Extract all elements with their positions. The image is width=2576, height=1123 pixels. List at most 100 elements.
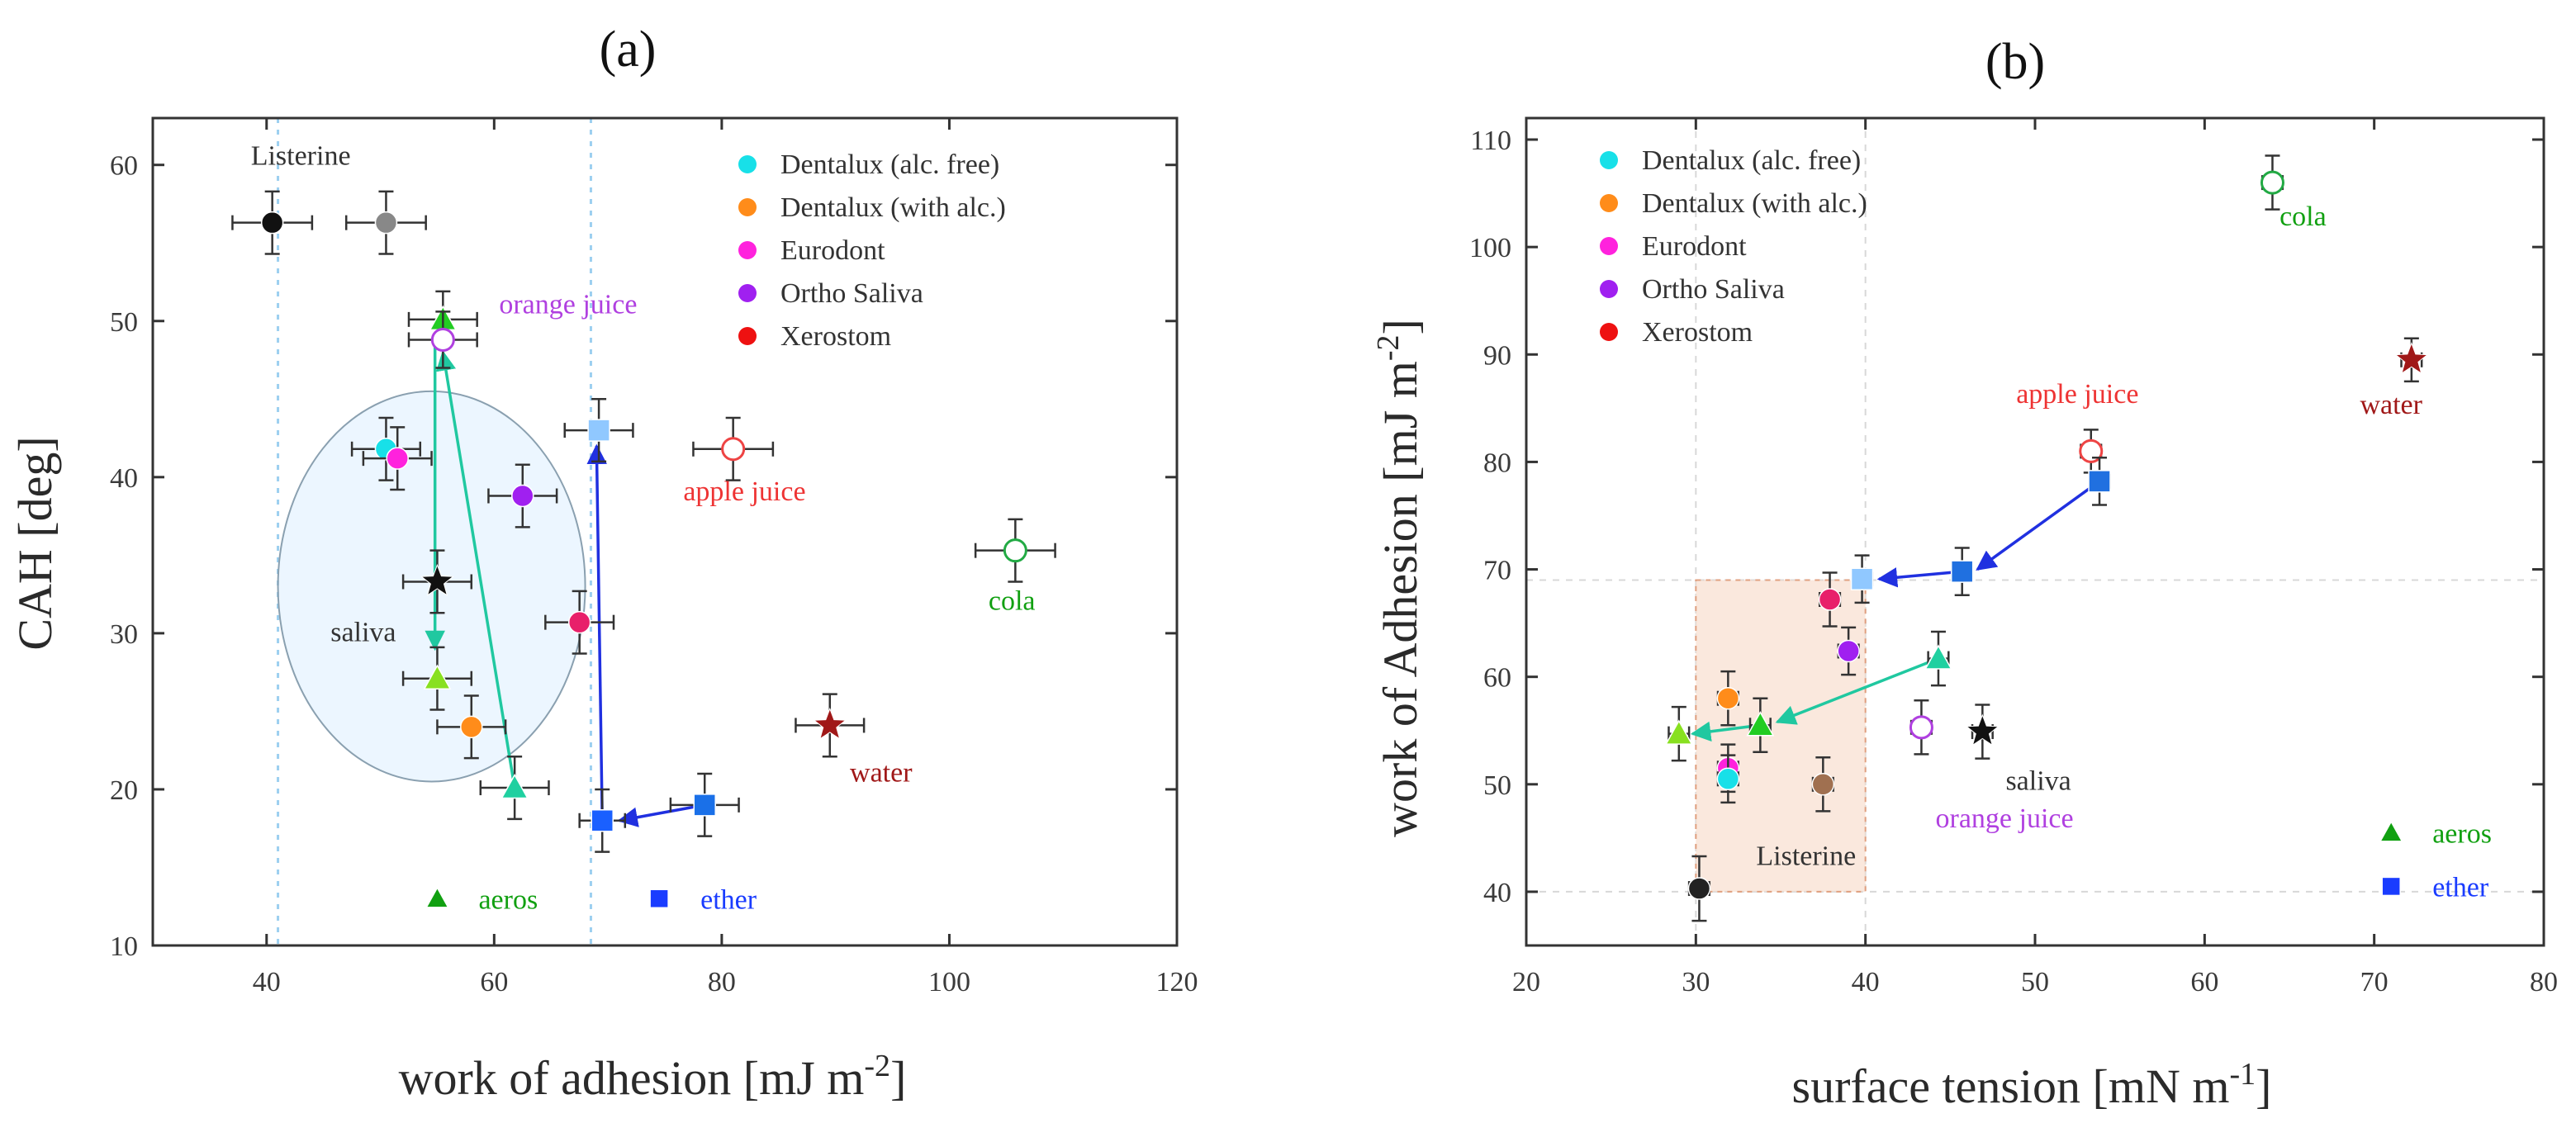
panel-b-annotation-5: Listerine [1756,841,1856,871]
panel-b-legend-label-2: Eurodont [1642,231,1747,262]
panel-b-ytick-label-4: 80 [1483,448,1511,478]
panel-b-point-16 [1811,756,1835,813]
panel-b-point-8 [1924,630,1952,687]
panel-a-point-5 [362,426,433,491]
panel-a-point-7 [563,398,634,463]
panel-a-annotation-2: apple juice [683,476,805,507]
panel-a-point-10 [401,549,473,614]
panel-b-legend-marker-label-1: ether [2432,872,2489,903]
panel-b-ytick-label-1: 50 [1483,770,1511,801]
panel-b-ytick-label-2: 60 [1483,663,1511,694]
panel-b-xtick-label-4: 60 [2190,967,2218,997]
panel-a-label: (a) [600,21,657,78]
panel-a-point-15 [479,755,550,821]
panel-a-ytick-label-5: 60 [110,151,138,182]
panel-b-ytick-label-6: 100 [1469,233,1511,263]
panel-a-point-11 [544,590,615,655]
panel-a-point-3 [407,310,478,369]
panel-b-legend-marker-0 [2379,820,2403,842]
panel-a-xtick-label-0: 40 [253,967,281,997]
panel-b-point-12 [1909,699,1933,756]
panel-a-ytick-label-0: 10 [110,931,138,962]
panel-b-legend-dot-4 [1600,323,1618,341]
panel-a-marker-3 [430,327,455,352]
panel-a-legend-dot-3 [738,284,757,302]
panel-a-annotation-5: water [850,757,913,788]
panel-b-point-6 [1818,571,1842,628]
panel-b-marker-4 [1950,560,1974,583]
panel-b-legend-label-4: Xerostom [1642,317,1753,348]
panel-b-annotation-4: orange juice [1936,803,2074,834]
panel-b-marker-10 [1746,711,1775,737]
panel-a-legend-dot-1 [738,198,757,216]
panel-a-xtick-label-2: 80 [708,967,736,997]
panel-a-point-1 [344,190,427,255]
panel-a-legend-label-2: Eurodont [780,235,885,266]
panel-b-legend-dot-1 [1600,194,1618,212]
panel-b-marker-16 [1811,773,1835,796]
panel-a-legend-label-4: Xerostom [780,321,891,352]
panel-b-point-10 [1746,697,1775,754]
panel-a-legend-label-0: Dentalux (alc. free) [780,149,999,180]
panel-b-annotation-2: water [2360,390,2422,420]
panel-a-point-16 [578,788,627,853]
panel-b-label: (b) [1985,34,2045,90]
panel-b-xtick-label-5: 70 [2360,967,2389,997]
panel-a-point-12 [401,646,473,711]
panel-b-annotation-0: cola [2279,201,2327,232]
panel-a-point-6 [487,463,558,528]
panel-a-annotation-4: cola [989,586,1036,617]
panel-b-legend-dot-3 [1600,280,1618,298]
panel-a-plot-frame [151,116,1179,947]
panel-a-xtick-label-4: 120 [1156,967,1198,997]
panel-a-legend-marker-0 [425,886,449,908]
panel-b-point-2 [2079,429,2104,474]
panel-b-marker-6 [1818,588,1842,611]
panel-b-xtick-label-6: 80 [2530,967,2558,997]
panel-b-ytick-label-3: 70 [1483,556,1511,586]
panel-b-point-5 [1850,554,1874,604]
panel-b-point-11 [1664,705,1693,762]
panel-a-marker-6 [511,484,534,508]
panel-a: (a) CAH [deg] work of adhesion [mJ m-2] … [8,21,1198,1105]
panel-b-point-4 [1950,547,1974,597]
panel-b-xtick-label-3: 50 [2021,967,2049,997]
panel-b-arrow-3 [1690,721,1761,742]
panel-b-ytick-label-7: 110 [1470,126,1511,156]
panel-b-point-0 [2260,154,2284,211]
panel-b-point-17 [1687,855,1711,922]
panel-b-marker-15 [1716,767,1740,791]
panel-b-arrow-1 [1876,567,1962,588]
panel-a-ytick-label-3: 40 [110,463,138,494]
panel-b-point-13 [1965,704,2000,760]
panel-b-legend-dot-2 [1600,237,1618,255]
panel-b-point-1 [2394,337,2429,383]
panel-a-marker-8 [721,437,746,462]
panel-b-marker-5 [1850,567,1874,591]
panel-b-legend-marker-1 [2381,876,2401,897]
panel-a-marker-10 [420,563,454,596]
panel-a-arrow-2 [586,443,607,821]
panel-b-arrow-0 [1976,480,2101,571]
panel-a-point-9 [974,518,1056,583]
panel-b-marker-13 [1965,713,2000,746]
panel-b-marker-3 [2088,470,2111,493]
panel-a-marker-12 [423,664,452,689]
panel-a-legend-marker-label-0: aeros [478,884,538,915]
panel-a-marker-9 [1003,538,1027,563]
panel-a-ytick-label-4: 50 [110,307,138,338]
panel-b-legend-label-1: Dentalux (with alc.) [1642,188,1867,219]
panel-b-legend-label-0: Dentalux (alc. free) [1642,145,1861,176]
panel-a-marker-14 [813,707,847,740]
panel-a-ytick-label-1: 20 [110,775,138,806]
panel-a-marker-11 [567,610,591,634]
panel-a-legend-dot-0 [738,155,757,173]
panel-a-xlabel: work of adhesion [mJ m-2] [399,1049,907,1105]
panel-a-marker-7 [587,419,610,442]
panel-b-ylabel: work of Adhesion [mJ m-2] [1371,319,1427,837]
panel-a-point-17 [669,772,740,837]
panel-a-arrow-3 [617,803,705,827]
panel-b-point-9 [1716,670,1740,727]
panel-a-ytick-label-2: 30 [110,619,138,650]
